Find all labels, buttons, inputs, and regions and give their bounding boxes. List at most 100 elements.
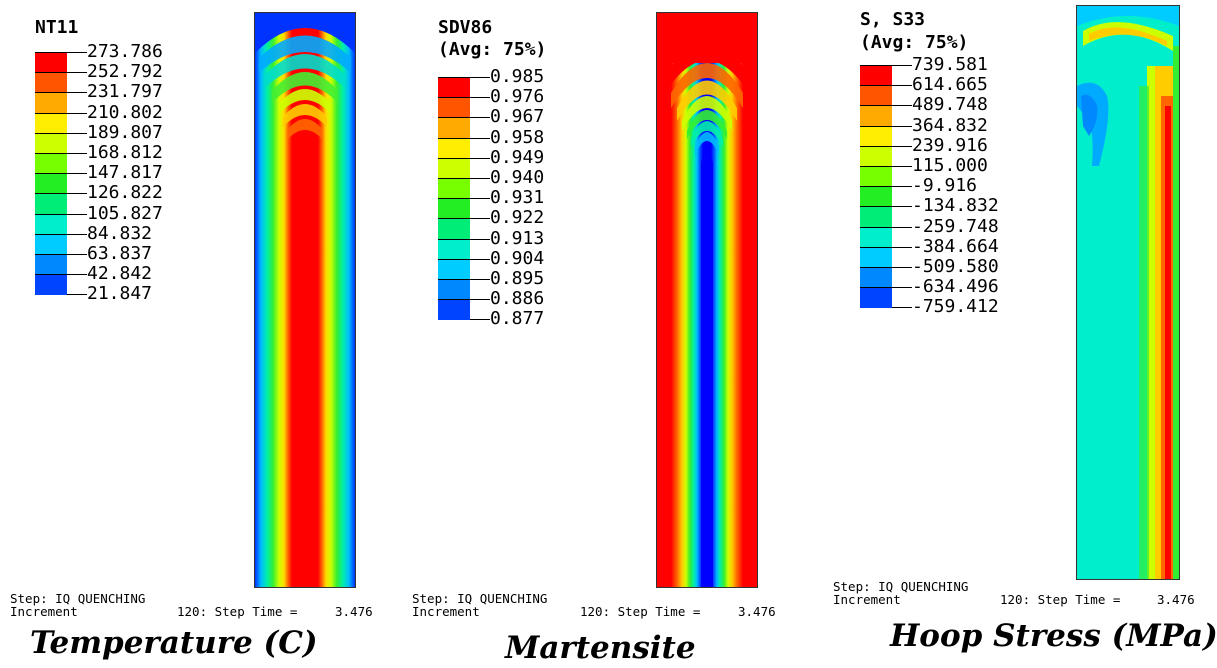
legend-value: -634.496 (912, 276, 999, 298)
legend-tick (470, 77, 490, 78)
legend-swatch (35, 52, 67, 74)
legend-tick (470, 117, 490, 119)
legend-swatch (860, 206, 892, 228)
increment-value: 120: Step Time = (580, 604, 701, 619)
legend-tick (892, 287, 912, 289)
legend-swatch (35, 153, 67, 175)
step-label: Step: IQ QUENCHING (412, 591, 548, 606)
step-label: Step: IQ QUENCHING (10, 591, 146, 606)
legend-title: SDV86 (438, 17, 493, 38)
legend-value: 239.916 (912, 134, 988, 156)
legend-value: 126.822 (87, 182, 163, 204)
legend-swatch (860, 125, 892, 147)
legend-tick (470, 157, 490, 159)
legend-value: -9.916 (912, 175, 978, 197)
legend-value: 189.807 (87, 121, 163, 143)
legend-tick (67, 52, 87, 53)
legend-title: NT11 (35, 17, 79, 38)
legend-value: 42.842 (87, 263, 153, 285)
legend-tick (67, 294, 87, 296)
legend-swatch (438, 77, 470, 99)
temperature-panel: NT11 273.786 252.792 231.797 210.802 189.807… (0, 0, 400, 668)
legend-swatch (860, 85, 892, 107)
panel-caption: Hoop Stress (MPa) (890, 618, 1217, 654)
legend-tick (892, 105, 912, 107)
legend-tick (892, 125, 912, 127)
legend-tick (892, 166, 912, 167)
legend-swatch (438, 238, 470, 260)
legend-tick (67, 173, 87, 175)
legend-value: -134.832 (912, 195, 999, 217)
legend-tick (470, 319, 490, 321)
legend-tick (67, 213, 87, 215)
step-time: 3.476 (738, 604, 776, 619)
legend-value: -384.664 (912, 235, 999, 257)
legend-swatch (860, 186, 892, 208)
legend-value: 0.886 (490, 288, 545, 310)
legend-value: 364.832 (912, 114, 988, 136)
legend-tick (67, 274, 87, 276)
legend-tick (67, 153, 87, 154)
legend-tick (470, 258, 490, 260)
step-label: Step: IQ QUENCHING (833, 579, 969, 594)
legend-swatch (438, 117, 470, 139)
legend-tick (470, 178, 490, 179)
legend-swatch (438, 198, 470, 220)
step-time: 3.476 (1157, 592, 1195, 607)
increment-label: Increment (833, 592, 901, 607)
legend-tick (892, 307, 912, 309)
legend-value: 614.665 (912, 74, 988, 96)
legend-tick (892, 226, 912, 228)
legend-value: 0.949 (490, 146, 545, 168)
legend-tick (67, 132, 87, 134)
legend-tick (470, 97, 490, 99)
legend-value: 0.931 (490, 187, 545, 209)
legend-swatch (438, 137, 470, 159)
hoop-stress-panel: S, S33 (Avg: 75%) 739.581 614.665 489.748 3… (805, 0, 1217, 668)
legend-tick (892, 246, 912, 248)
legend-swatch (35, 173, 67, 195)
legend-value: 489.748 (912, 94, 988, 116)
martensite-panel: SDV86 (Avg: 75%) 0.985 0.976 0.967 0.958 0.9… (400, 0, 805, 668)
legend-swatch (35, 274, 67, 296)
legend-swatch (35, 193, 67, 215)
legend-value: 0.895 (490, 268, 545, 289)
legend-value: 168.812 (87, 142, 163, 163)
legend-swatch (438, 157, 470, 179)
legend-swatch (860, 246, 892, 268)
legend-tick (892, 145, 912, 147)
legend-swatch (438, 258, 470, 280)
legend-value: -759.412 (912, 296, 999, 318)
legend-value: 0.904 (490, 247, 545, 269)
increment-value: 120: Step Time = (1000, 592, 1121, 607)
legend-swatch (860, 145, 892, 167)
legend-tick (470, 198, 490, 200)
legend-value: 0.877 (490, 308, 545, 330)
legend-tick (892, 206, 912, 208)
legend-tick (892, 65, 912, 66)
legend-tick (67, 254, 87, 255)
legend-tick (67, 92, 87, 94)
legend-tick (67, 193, 87, 195)
legend-swatch (35, 233, 67, 255)
legend-value: 273.786 (87, 41, 163, 62)
legend-subtitle: (Avg: 75%) (438, 39, 547, 60)
legend-value: 0.967 (490, 106, 545, 128)
legend-swatch (35, 254, 67, 276)
legend-swatch (35, 92, 67, 114)
legend-tick (470, 238, 490, 240)
legend-value: 105.827 (87, 202, 163, 224)
legend-tick (67, 233, 87, 235)
legend-value: 0.922 (490, 207, 545, 229)
contour-plot (656, 12, 758, 588)
legend-swatch (860, 105, 892, 127)
legend-swatch (438, 178, 470, 200)
contour-plot (1076, 5, 1180, 580)
legend-value: 84.832 (87, 222, 153, 244)
legend-value: 0.940 (490, 167, 545, 188)
increment-label: Increment (412, 604, 480, 619)
legend-value: 0.985 (490, 66, 545, 87)
legend-subtitle: (Avg: 75%) (860, 32, 969, 53)
legend-tick (67, 112, 87, 114)
legend-swatch (860, 226, 892, 248)
